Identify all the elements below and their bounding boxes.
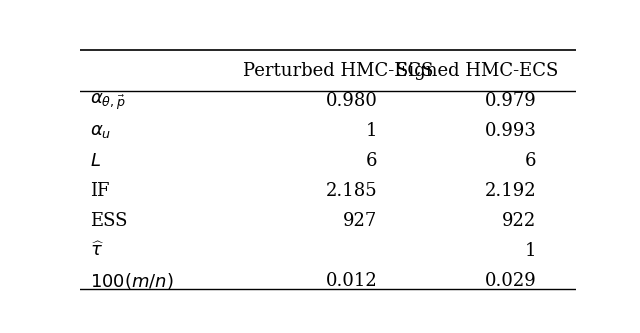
Text: IF: IF xyxy=(90,182,109,200)
Text: Signed HMC-ECS: Signed HMC-ECS xyxy=(396,62,558,80)
Text: 1: 1 xyxy=(366,123,378,141)
Text: 927: 927 xyxy=(343,212,378,230)
Text: 1: 1 xyxy=(525,242,536,260)
Text: 0.980: 0.980 xyxy=(326,93,378,111)
Text: 0.993: 0.993 xyxy=(484,123,536,141)
Text: $\alpha_{u}$: $\alpha_{u}$ xyxy=(90,123,111,141)
Text: $L$: $L$ xyxy=(90,152,101,170)
Text: 0.012: 0.012 xyxy=(326,272,378,290)
Text: Perturbed HMC-ECS: Perturbed HMC-ECS xyxy=(243,62,433,80)
Text: 0.029: 0.029 xyxy=(484,272,536,290)
Text: 922: 922 xyxy=(502,212,536,230)
Text: $\widehat{\tau}$: $\widehat{\tau}$ xyxy=(90,242,104,260)
Text: ESS: ESS xyxy=(90,212,127,230)
Text: 2.185: 2.185 xyxy=(326,182,378,200)
Text: $\alpha_{\theta,\vec{p}}$: $\alpha_{\theta,\vec{p}}$ xyxy=(90,91,125,112)
Text: 6: 6 xyxy=(366,152,378,170)
Text: 0.979: 0.979 xyxy=(484,93,536,111)
Text: 6: 6 xyxy=(525,152,536,170)
Text: $100(m/n)$: $100(m/n)$ xyxy=(90,271,173,291)
Text: 2.192: 2.192 xyxy=(484,182,536,200)
